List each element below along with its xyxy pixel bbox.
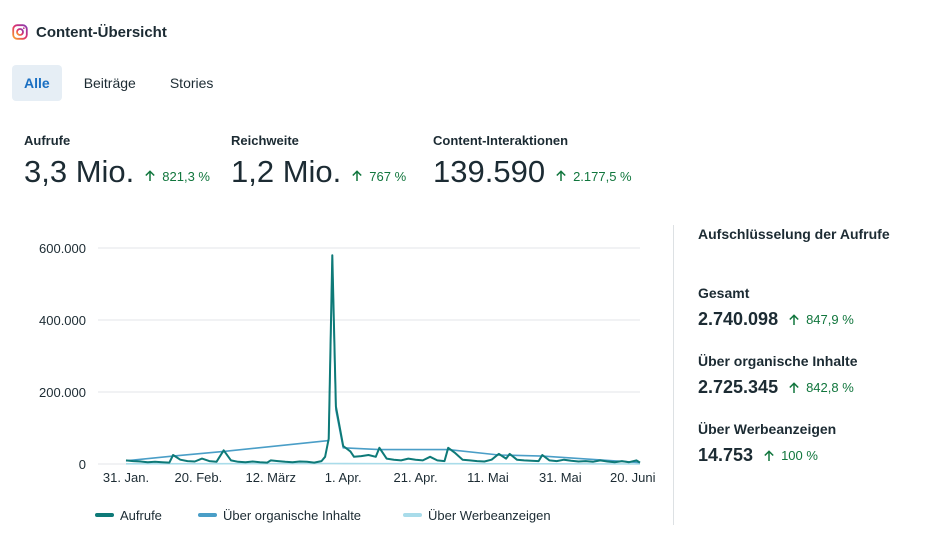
breakdown-value: 2.725.345 bbox=[698, 377, 779, 397]
arrow-up-icon bbox=[556, 170, 566, 181]
arrow-up-icon bbox=[789, 381, 799, 393]
kpi-label: Content-Interaktionen bbox=[433, 133, 569, 148]
kpi-change-value: 767 % bbox=[369, 168, 407, 184]
kpi-label: Reichweite bbox=[231, 133, 299, 148]
tab-stories[interactable]: Stories bbox=[169, 75, 214, 91]
breakdown-item-werbeanzeigen: Über Werbeanzeigen 14.753 100 % bbox=[698, 421, 836, 466]
x-tick-label: 12. März bbox=[245, 470, 296, 485]
tab-alle[interactable]: Alle bbox=[12, 65, 62, 101]
breakdown-change-value: 847,9 % bbox=[806, 312, 854, 327]
x-tick-label: 20. Feb. bbox=[175, 470, 223, 485]
divider bbox=[673, 225, 674, 525]
kpi-content-interaktionen: Content-Interaktionen 139.590 2.177,5 % bbox=[433, 133, 632, 190]
breakdown-change-value: 842,8 % bbox=[806, 380, 854, 395]
x-tick-label: 11. Mai bbox=[467, 470, 509, 485]
kpi-value: 139.590 bbox=[433, 154, 546, 189]
x-tick-label: 1. Apr. bbox=[325, 470, 362, 485]
kpi-value: 1,2 Mio. bbox=[231, 154, 342, 189]
y-tick-label: 600.000 bbox=[39, 241, 86, 256]
content-tabs: Alle Beiträge Stories bbox=[12, 65, 235, 101]
series-line-1 bbox=[125, 258, 641, 464]
views-line-chart: 0 200.000 400.000 600.000 31. Jan. 20. Feb. 12… bbox=[39, 241, 656, 523]
series-line-0 bbox=[125, 254, 641, 464]
kpi-change: 821,3 % bbox=[144, 169, 210, 184]
kpi-summary: Aufrufe 3,3 Mio. 821,3 % Reichweite 1,2 … bbox=[24, 133, 664, 203]
breakdown-item-gesamt: Gesamt 2.740.098 847,9 % bbox=[698, 285, 854, 330]
kpi-change-value: 2.177,5 % bbox=[573, 168, 632, 184]
legend-label: Über organische Inhalte bbox=[223, 508, 361, 523]
breakdown-change: 842,8 % bbox=[788, 380, 854, 395]
arrow-up-icon bbox=[352, 170, 363, 181]
arrow-up-icon bbox=[764, 449, 774, 461]
breakdown-change: 847,9 % bbox=[788, 312, 854, 327]
breakdown-change: 100 % bbox=[763, 448, 818, 463]
kpi-value: 3,3 Mio. bbox=[24, 154, 135, 189]
x-tick-label: 21. Apr. bbox=[394, 470, 438, 485]
page-title: Content-Übersicht bbox=[36, 23, 167, 41]
breakdown-label: Über Werbeanzeigen bbox=[698, 421, 837, 437]
breakdown-label: Über organische Inhalte bbox=[698, 353, 858, 369]
breakdown-change-value: 100 % bbox=[781, 448, 818, 463]
breakdown-item-organisch: Über organische Inhalte 2.725.345 842,8 … bbox=[698, 353, 857, 398]
y-tick-label: 400.000 bbox=[39, 313, 86, 328]
breakdown-value: 14.753 bbox=[698, 445, 754, 465]
kpi-reichweite: Reichweite 1,2 Mio. 767 % bbox=[231, 133, 406, 190]
page-header: Content-Übersicht bbox=[12, 20, 167, 44]
arrow-up-icon bbox=[145, 170, 156, 181]
x-tick-label: 20. Juni bbox=[610, 470, 656, 485]
tab-beitraege[interactable]: Beiträge bbox=[83, 75, 136, 91]
kpi-change: 2.177,5 % bbox=[555, 169, 632, 184]
kpi-label: Aufrufe bbox=[24, 133, 71, 148]
legend-label: Aufrufe bbox=[120, 508, 162, 523]
kpi-change-value: 821,3 % bbox=[162, 168, 210, 184]
views-breakdown: Aufschlüsselung der Aufrufe Gesamt 2.740… bbox=[698, 226, 928, 465]
kpi-aufrufe: Aufrufe 3,3 Mio. 821,3 % bbox=[24, 133, 210, 190]
y-tick-label: 0 bbox=[79, 457, 86, 472]
x-tick-label: 31. Mai bbox=[539, 470, 582, 485]
x-tick-label: 31. Jan. bbox=[103, 470, 149, 485]
arrow-up-icon bbox=[789, 313, 799, 325]
y-tick-label: 200.000 bbox=[39, 385, 86, 400]
breakdown-value: 2.740.098 bbox=[698, 309, 779, 329]
breakdown-title: Aufschlüsselung der Aufrufe bbox=[698, 226, 890, 242]
breakdown-label: Gesamt bbox=[698, 285, 750, 301]
kpi-change: 767 % bbox=[351, 169, 406, 184]
legend-label: Über Werbeanzeigen bbox=[428, 508, 551, 523]
instagram-icon bbox=[12, 24, 28, 40]
